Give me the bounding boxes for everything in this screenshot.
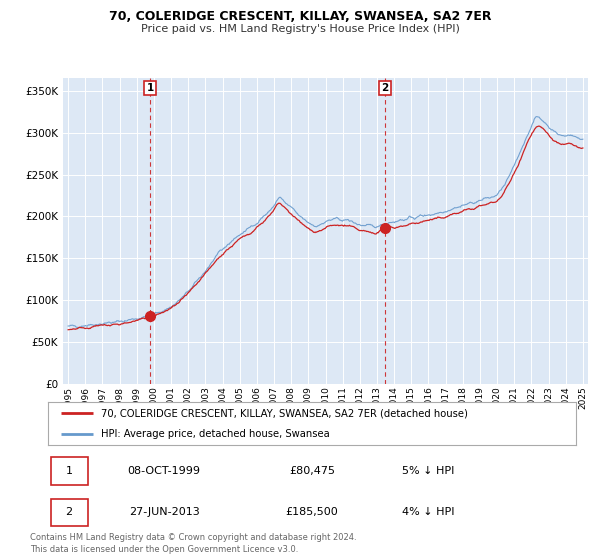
Text: 70, COLERIDGE CRESCENT, KILLAY, SWANSEA, SA2 7ER (detached house): 70, COLERIDGE CRESCENT, KILLAY, SWANSEA,… xyxy=(101,408,467,418)
Text: 70, COLERIDGE CRESCENT, KILLAY, SWANSEA, SA2 7ER: 70, COLERIDGE CRESCENT, KILLAY, SWANSEA,… xyxy=(109,10,491,23)
Text: 27-JUN-2013: 27-JUN-2013 xyxy=(129,507,200,517)
Text: Contains HM Land Registry data © Crown copyright and database right 2024.: Contains HM Land Registry data © Crown c… xyxy=(30,533,356,542)
Text: 1: 1 xyxy=(65,466,73,476)
Text: 2: 2 xyxy=(382,83,389,93)
FancyBboxPatch shape xyxy=(50,457,88,485)
FancyBboxPatch shape xyxy=(50,498,88,526)
Text: 4% ↓ HPI: 4% ↓ HPI xyxy=(402,507,454,517)
Text: 2: 2 xyxy=(65,507,73,517)
Text: £80,475: £80,475 xyxy=(289,466,335,476)
Text: £185,500: £185,500 xyxy=(286,507,338,517)
Text: Price paid vs. HM Land Registry's House Price Index (HPI): Price paid vs. HM Land Registry's House … xyxy=(140,24,460,34)
Text: 1: 1 xyxy=(146,83,154,93)
Text: 5% ↓ HPI: 5% ↓ HPI xyxy=(402,466,454,476)
Text: HPI: Average price, detached house, Swansea: HPI: Average price, detached house, Swan… xyxy=(101,430,329,439)
Text: 08-OCT-1999: 08-OCT-1999 xyxy=(128,466,200,476)
Text: This data is licensed under the Open Government Licence v3.0.: This data is licensed under the Open Gov… xyxy=(30,545,298,554)
